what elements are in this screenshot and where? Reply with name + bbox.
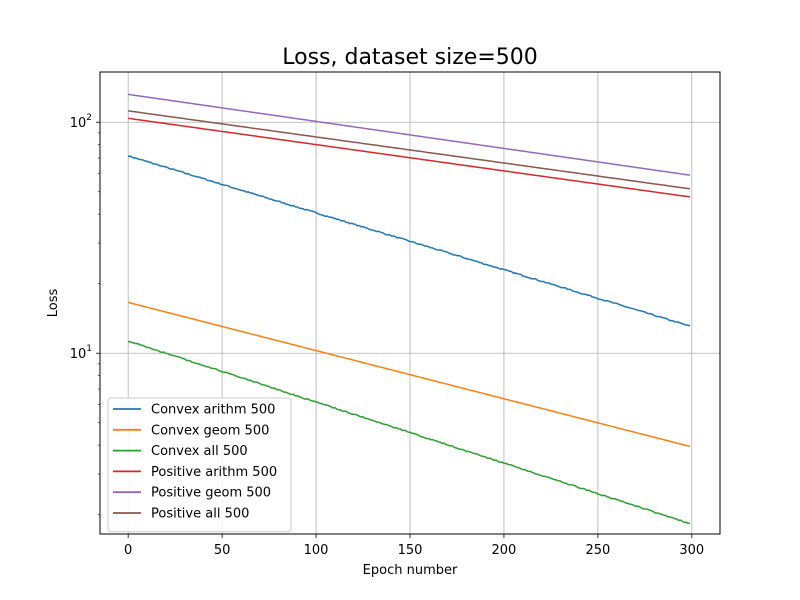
x-tick-label: 0 (124, 543, 132, 558)
x-tick-label: 50 (214, 543, 231, 558)
legend-box (107, 397, 292, 533)
x-axis-label: Epoch number (363, 563, 458, 578)
series-line-1 (127, 155, 691, 327)
x-tick-label: 250 (585, 543, 610, 558)
legend-label: Positive arithm 500 (151, 465, 277, 480)
series-lines (127, 93, 691, 525)
series-line-2 (127, 301, 691, 448)
legend-label: Positive all 500 (151, 507, 249, 522)
grid-lines (100, 72, 720, 534)
x-tick-label: 300 (679, 543, 704, 558)
series-line-5 (128, 93, 691, 176)
legend-label: Convex arithm 500 (151, 403, 275, 418)
x-tick-label: 100 (304, 543, 329, 558)
legend-label: Convex geom 500 (151, 423, 269, 438)
y-tick-label: 102 (70, 113, 92, 131)
series-line-6 (128, 110, 691, 190)
series-line-3 (128, 340, 690, 525)
y-tick-label: 101 (70, 344, 92, 362)
x-tick-label: 150 (398, 543, 423, 558)
x-axis-ticks: 0 50 100 150 200 250 300 (124, 534, 704, 558)
x-tick-label: 200 (492, 543, 517, 558)
legend-label: Convex all 500 (151, 444, 248, 459)
series-line-4 (128, 117, 691, 198)
chart-title: Loss, dataset size=500 (282, 45, 538, 70)
legend: Convex arithm 500 Convex geom 500 Convex a… (107, 397, 292, 533)
legend-label: Positive geom 500 (151, 486, 271, 501)
y-axis-label: Loss (46, 289, 61, 318)
y-axis-ticks: 101 102 (70, 113, 100, 516)
